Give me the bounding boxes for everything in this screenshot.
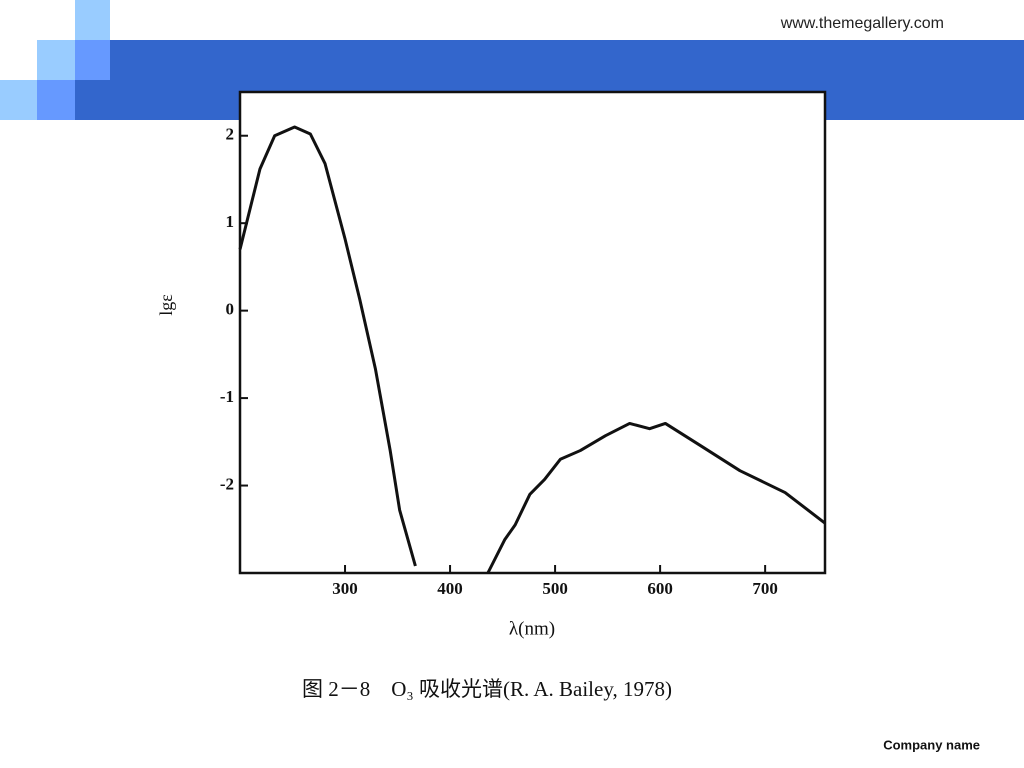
x-tick-label tick: 700 [752,579,778,598]
deco-square [37,40,75,80]
site-url: www.themegallery.com [780,15,944,32]
deco-square [37,80,75,120]
y-tick-label: 1 [226,212,235,231]
x-tick-label tick: 300 [332,579,358,598]
deco-square [75,40,110,80]
chart-caption: 图 2－8 O₃ 吸收光谱(R. A. Bailey, 1978) [302,677,672,701]
plot-frame [238,90,827,575]
x-tick-label tick: 400 [437,579,463,598]
y-tick-label: 2 [226,125,235,144]
x-axis-label: λ(nm) [509,618,555,639]
x-tick-label tick: 600 [647,579,673,598]
y-tick-label: -2 [220,474,234,493]
x-tick-label tick: 500 [542,579,568,598]
y-tick-label: -1 [220,387,234,406]
deco-square [75,0,110,40]
deco-square [0,80,37,120]
y-tick-label: 0 [226,300,235,319]
y-axis-label: lgε [156,294,176,316]
footer: Company name [883,737,980,752]
data-line [238,125,826,574]
